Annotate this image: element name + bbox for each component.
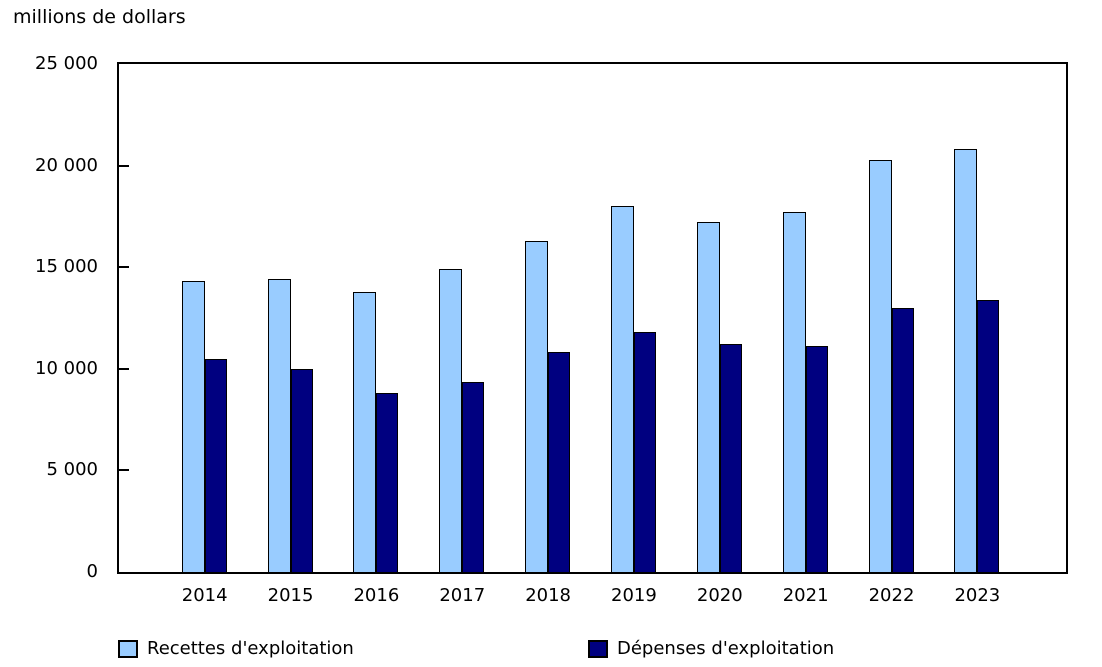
bar-recettes-2023 bbox=[954, 149, 978, 572]
legend: Recettes d'exploitation Dépenses d'explo… bbox=[0, 636, 1102, 664]
bar-recettes-2016 bbox=[353, 292, 377, 572]
bar-depenses-2016 bbox=[376, 393, 399, 572]
bar-group-2020 bbox=[696, 222, 742, 572]
bar-recettes-2014 bbox=[181, 281, 205, 572]
bar-depenses-2020 bbox=[719, 344, 742, 572]
y-tick-label: 5 000 bbox=[46, 459, 98, 481]
legend-item-recettes: Recettes d'exploitation bbox=[118, 638, 354, 659]
bar-depenses-2014 bbox=[204, 359, 227, 572]
y-tick-label: 15 000 bbox=[35, 256, 98, 278]
bar-depenses-2023 bbox=[977, 300, 1000, 572]
bar-recettes-2020 bbox=[696, 222, 720, 572]
x-tick-label-2017: 2017 bbox=[439, 585, 486, 606]
x-tick-label-2014: 2014 bbox=[181, 585, 228, 606]
bar-recettes-2017 bbox=[439, 269, 463, 572]
chart-title: millions de dollars bbox=[13, 6, 186, 28]
x-tick-label-2019: 2019 bbox=[611, 585, 657, 606]
bar-group-2019 bbox=[610, 206, 656, 572]
legend-label-depenses: Dépenses d'exploitation bbox=[617, 638, 835, 659]
bar-group-2015 bbox=[267, 279, 313, 572]
bar-group-2014 bbox=[181, 281, 227, 572]
x-tick-label-2018: 2018 bbox=[525, 585, 571, 606]
y-tick-label: 20 000 bbox=[35, 154, 98, 176]
bar-group-2018 bbox=[525, 241, 571, 572]
bar-group-2017 bbox=[439, 269, 485, 572]
y-tick-label: 10 000 bbox=[35, 357, 98, 379]
bar-group-2022 bbox=[868, 160, 914, 572]
bar-recettes-2018 bbox=[525, 241, 549, 572]
y-tick-label: 25 000 bbox=[35, 53, 98, 74]
legend-swatch-depenses bbox=[588, 639, 608, 658]
bar-depenses-2017 bbox=[462, 382, 485, 572]
bar-depenses-2021 bbox=[805, 346, 828, 572]
x-tick-label-2022: 2022 bbox=[868, 585, 915, 606]
x-tick-label-2016: 2016 bbox=[353, 585, 400, 606]
legend-item-depenses: Dépenses d'exploitation bbox=[588, 638, 834, 659]
x-tick-label-2015: 2015 bbox=[267, 585, 314, 606]
bar-depenses-2018 bbox=[548, 352, 571, 572]
y-axis-tick bbox=[119, 469, 129, 472]
bar-depenses-2015 bbox=[290, 369, 313, 572]
x-tick-label-2023: 2023 bbox=[954, 585, 1001, 606]
x-tick-label-2020: 2020 bbox=[696, 585, 743, 606]
x-tick-label-2021: 2021 bbox=[782, 585, 829, 606]
y-axis-tick bbox=[119, 266, 129, 269]
bar-recettes-2021 bbox=[782, 212, 806, 572]
y-axis-tick bbox=[119, 367, 129, 370]
legend-swatch-recettes bbox=[118, 639, 138, 658]
bar-recettes-2015 bbox=[267, 279, 291, 572]
bar-group-2016 bbox=[353, 292, 399, 572]
bar-depenses-2022 bbox=[891, 308, 914, 572]
plot-area bbox=[117, 62, 1068, 574]
legend-label-recettes: Recettes d'exploitation bbox=[147, 638, 354, 659]
bar-group-2023 bbox=[954, 149, 1000, 572]
bar-recettes-2019 bbox=[610, 206, 634, 572]
bar-recettes-2022 bbox=[868, 160, 892, 572]
y-axis-tick bbox=[119, 164, 129, 167]
bar-group-2021 bbox=[782, 212, 828, 572]
y-tick-label: 0 bbox=[86, 561, 98, 582]
bar-depenses-2019 bbox=[633, 332, 656, 572]
